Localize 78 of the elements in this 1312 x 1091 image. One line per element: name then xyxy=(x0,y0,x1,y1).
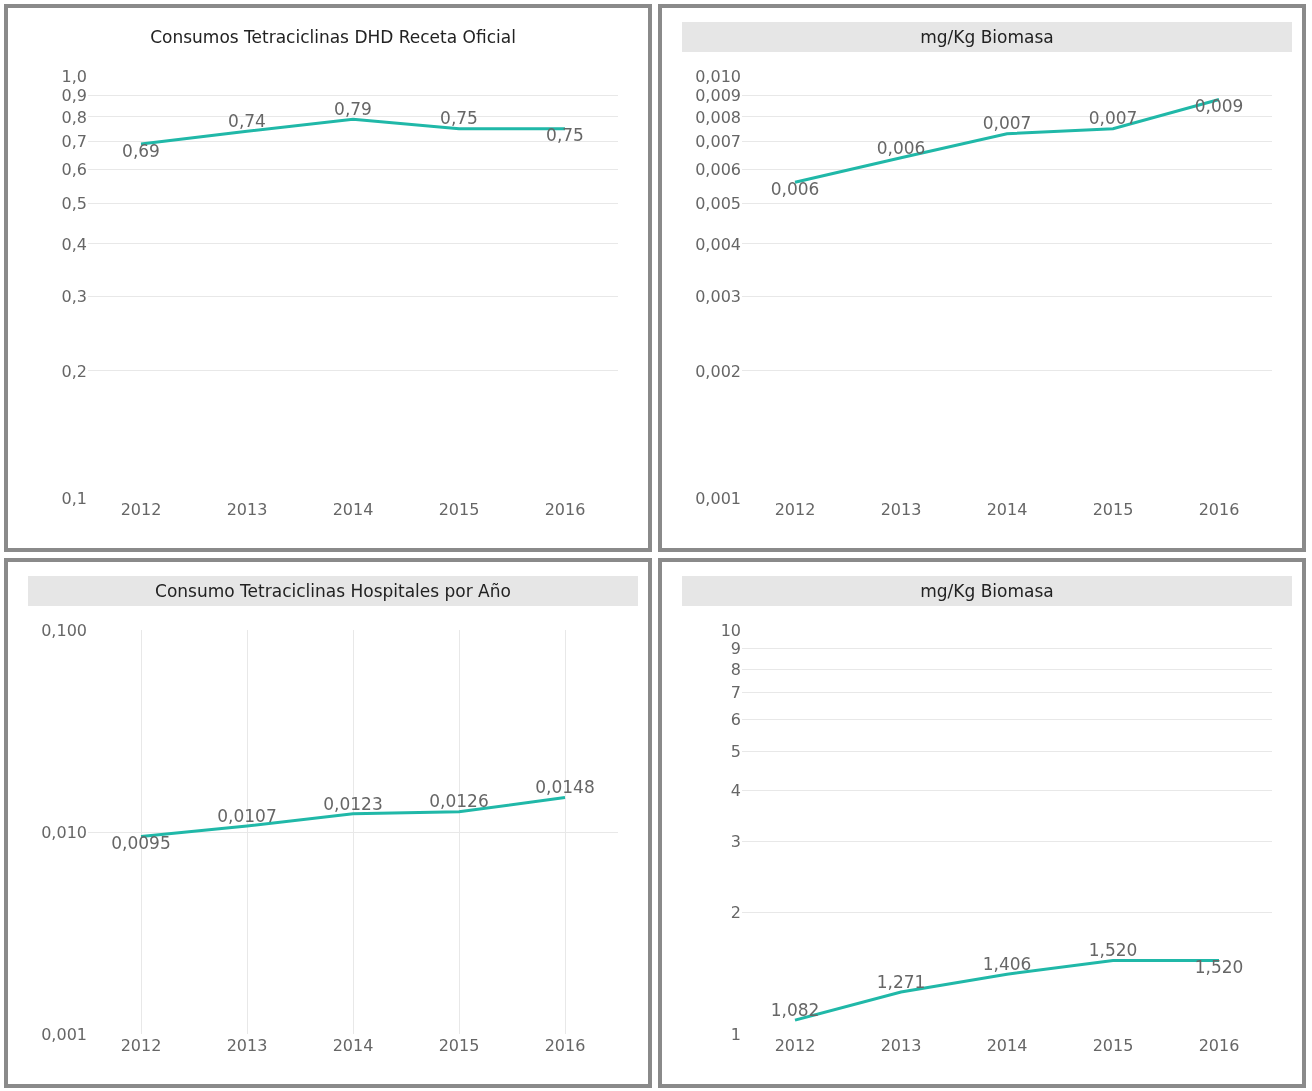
y-tick-label: 4 xyxy=(730,781,741,801)
chart-title: mg/Kg Biomasa xyxy=(682,576,1292,606)
y-tick-label: 0,4 xyxy=(61,234,87,254)
y-tick-label: 0,100 xyxy=(41,620,87,640)
y-tick-label: 0,004 xyxy=(695,234,741,254)
data-label: 0,0095 xyxy=(111,833,171,854)
x-tick-label: 2014 xyxy=(986,500,1028,519)
y-tick-label: 0,9 xyxy=(61,85,87,105)
x-tick-label: 2015 xyxy=(1092,500,1134,519)
data-label: 0,006 xyxy=(876,137,926,158)
data-label: 1,271 xyxy=(876,971,926,992)
y-tick-label: 0,010 xyxy=(695,66,741,86)
y-tick-label: 0,1 xyxy=(61,488,87,508)
y-tick-label: 0,008 xyxy=(695,107,741,127)
x-tick-label: 2016 xyxy=(544,500,586,519)
x-tick-label: 2016 xyxy=(544,1036,586,1055)
data-label: 0,75 xyxy=(440,108,478,129)
x-tick-label: 2016 xyxy=(1198,500,1240,519)
x-tick-label: 2015 xyxy=(438,1036,480,1055)
x-tick-label: 2012 xyxy=(774,1036,816,1055)
y-tick-label: 0,010 xyxy=(41,822,87,842)
data-label: 0,007 xyxy=(982,113,1032,134)
chart-title: Consumo Tetraciclinas Hospitales por Año xyxy=(28,576,638,606)
y-tick-label: 0,7 xyxy=(61,131,87,151)
data-label: 0,69 xyxy=(122,140,160,161)
x-tick-label: 2015 xyxy=(1092,1036,1134,1055)
y-tick-label: 0,009 xyxy=(695,85,741,105)
x-tick-label: 2012 xyxy=(774,500,816,519)
y-tick-label: 0,6 xyxy=(61,160,87,180)
y-tick-label: 0,002 xyxy=(695,361,741,381)
y-tick-label: 0,005 xyxy=(695,193,741,213)
data-label: 0,0123 xyxy=(323,793,383,814)
y-tick-label: 1,0 xyxy=(61,66,87,86)
data-label: 1,520 xyxy=(1088,940,1138,961)
line-series xyxy=(139,796,567,838)
chart-title: Consumos Tetraciclinas DHD Receta Oficial xyxy=(149,26,517,49)
x-tick-label: 2013 xyxy=(226,1036,268,1055)
data-label: 0,74 xyxy=(228,110,266,131)
y-tick-label: 0,006 xyxy=(695,160,741,180)
y-tick-label: 6 xyxy=(730,710,741,730)
y-tick-label: 0,001 xyxy=(695,488,741,508)
y-tick-label: 7 xyxy=(730,683,741,703)
data-label: 0,0126 xyxy=(429,791,489,812)
data-label: 1,082 xyxy=(770,999,820,1020)
y-tick-label: 0,3 xyxy=(61,287,87,307)
y-tick-label: 0,003 xyxy=(695,287,741,307)
data-label: 0,79 xyxy=(334,98,372,119)
data-label: 0,0107 xyxy=(217,805,277,826)
y-tick-label: 0,007 xyxy=(695,131,741,151)
chart-title: mg/Kg Biomasa xyxy=(682,22,1292,52)
y-tick-label: 2 xyxy=(730,902,741,922)
y-tick-label: 0,001 xyxy=(41,1024,87,1044)
x-tick-label: 2016 xyxy=(1198,1036,1240,1055)
data-label: 0,75 xyxy=(546,125,584,146)
data-label: 0,006 xyxy=(770,179,820,200)
y-tick-label: 0,5 xyxy=(61,193,87,213)
data-label: 0,009 xyxy=(1194,96,1244,117)
y-tick-label: 3 xyxy=(730,831,741,851)
y-tick-label: 8 xyxy=(730,659,741,679)
data-label: 1,520 xyxy=(1194,957,1244,978)
x-tick-label: 2013 xyxy=(880,1036,922,1055)
data-label: 1,406 xyxy=(982,953,1032,974)
y-tick-label: 10 xyxy=(720,620,741,640)
data-label: 0,007 xyxy=(1088,108,1138,129)
y-tick-label: 0,8 xyxy=(61,107,87,127)
y-tick-label: 9 xyxy=(730,639,741,659)
x-tick-label: 2014 xyxy=(986,1036,1028,1055)
x-tick-label: 2013 xyxy=(880,500,922,519)
x-tick-label: 2014 xyxy=(332,1036,374,1055)
y-tick-label: 5 xyxy=(730,742,741,762)
y-tick-label: 0,2 xyxy=(61,361,87,381)
x-tick-label: 2013 xyxy=(226,500,268,519)
x-tick-label: 2014 xyxy=(332,500,374,519)
y-tick-label: 1 xyxy=(730,1024,741,1044)
x-tick-label: 2012 xyxy=(120,1036,162,1055)
x-tick-label: 2012 xyxy=(120,500,162,519)
data-label: 0,0148 xyxy=(535,777,595,798)
x-tick-label: 2015 xyxy=(438,500,480,519)
